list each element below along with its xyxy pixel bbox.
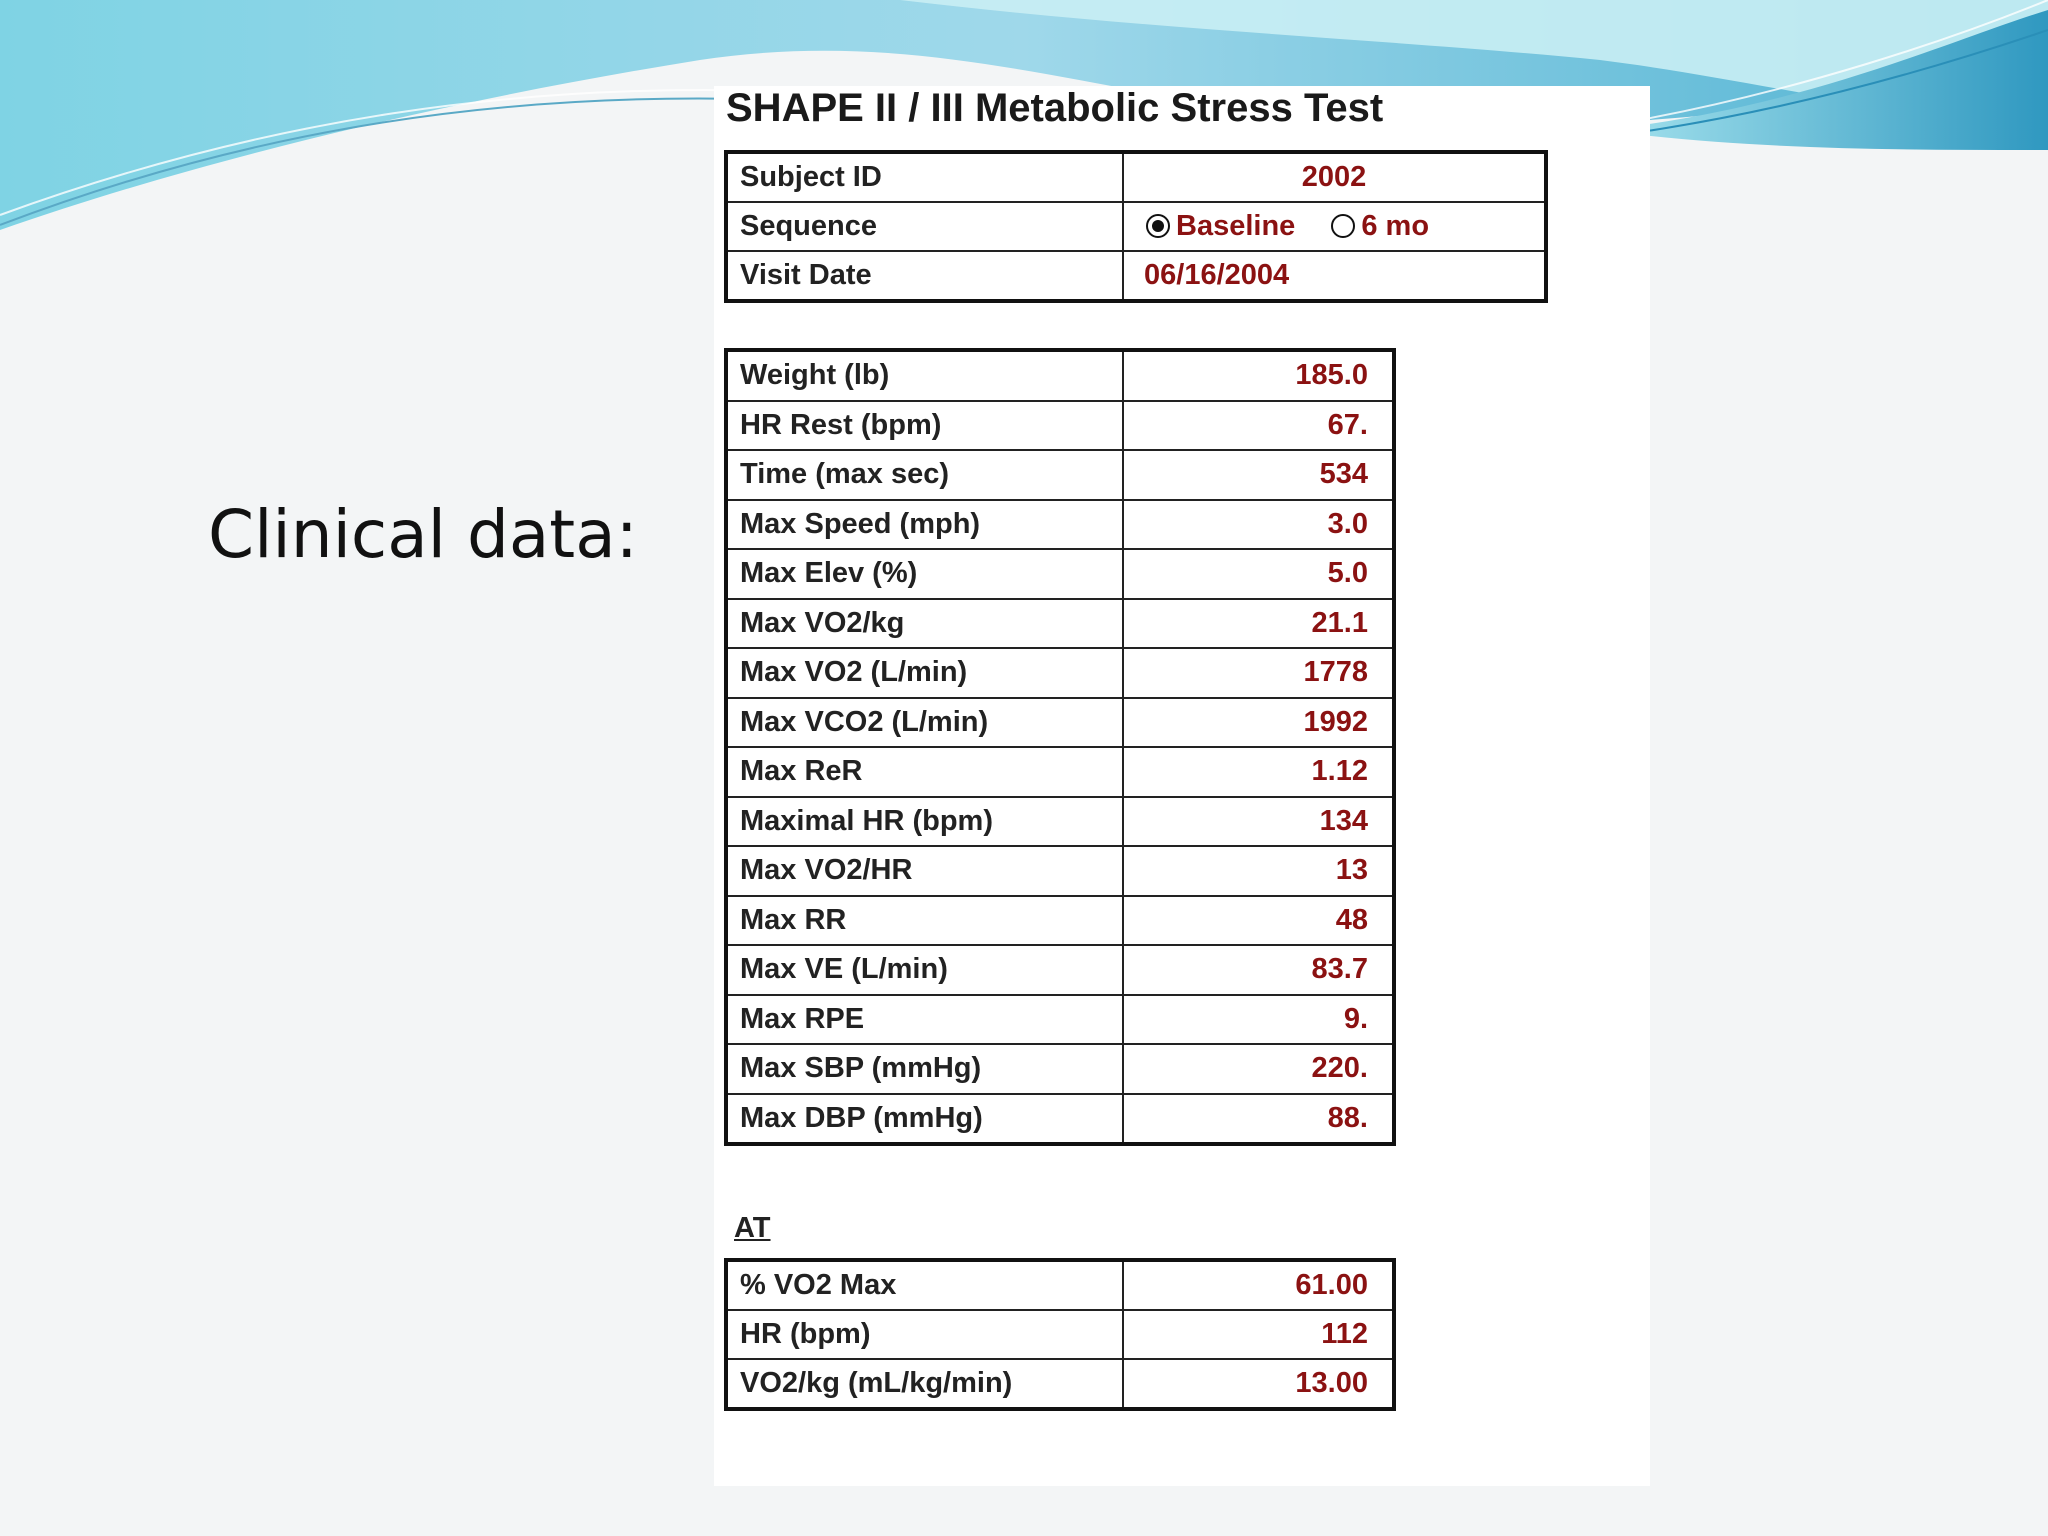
row-value: 1992	[1122, 696, 1395, 748]
subject-id-label: Subject ID	[725, 151, 1124, 203]
sequence-option-baseline[interactable]: Baseline	[1146, 210, 1295, 243]
radio-unselected-icon[interactable]	[1331, 214, 1356, 238]
row-value: 83.7	[1122, 944, 1395, 996]
measures-table: Weight (lb) 185.0 HR Rest (bpm) 67. Time (ma…	[724, 348, 1396, 1146]
row-value: 67.	[1122, 399, 1395, 451]
row-label: % VO2 Max	[725, 1259, 1124, 1311]
row-value: 112	[1122, 1309, 1395, 1360]
row-label: Maximal HR (bpm)	[725, 795, 1124, 847]
row-value: 1778	[1122, 647, 1395, 699]
visit-date-label: Visit Date	[725, 250, 1124, 302]
row-label: VO2/kg (mL/kg/min)	[725, 1358, 1124, 1410]
table-row: Max Elev (%) 5.0	[725, 548, 1395, 600]
row-label: HR (bpm)	[725, 1309, 1124, 1360]
row-label: Max VO2/HR	[725, 845, 1124, 897]
table-row: Maximal HR (bpm) 134	[725, 795, 1395, 847]
row-value: 534	[1122, 449, 1395, 501]
row-value: 1.12	[1122, 746, 1395, 798]
subject-id-value: 2002	[1122, 151, 1547, 203]
radio-selected-icon[interactable]	[1146, 214, 1170, 238]
row-label: Max SBP (mmHg)	[725, 1043, 1124, 1095]
scanned-form: SHAPE II / III Metabolic Stress Test Sub…	[714, 86, 1650, 1486]
row-value: 48	[1122, 894, 1395, 946]
row-label: Max RPE	[725, 993, 1124, 1045]
visit-date-value: 06/16/2004	[1122, 250, 1547, 302]
table-row: Subject ID 2002	[725, 151, 1547, 203]
table-row: Max VCO2 (L/min) 1992	[725, 696, 1395, 748]
table-row: Sequence Baseline 6 mo	[725, 201, 1547, 252]
table-row: Max Speed (mph) 3.0	[725, 498, 1395, 550]
row-value: 3.0	[1122, 498, 1395, 550]
table-row: HR Rest (bpm) 67.	[725, 399, 1395, 451]
row-label: Max VCO2 (L/min)	[725, 696, 1124, 748]
header-table: Subject ID 2002 Sequence Baseline 6 mo V…	[724, 150, 1548, 303]
form-title: SHAPE II / III Metabolic Stress Test	[726, 86, 1384, 130]
table-row: Max DBP (mmHg) 88.	[725, 1092, 1395, 1145]
table-row: Time (max sec) 534	[725, 449, 1395, 501]
at-table: % VO2 Max 61.00 HR (bpm) 112 VO2/kg (mL/kg/m…	[724, 1258, 1396, 1411]
row-label: Max VO2/kg	[725, 597, 1124, 649]
table-row: Visit Date 06/16/2004	[725, 250, 1547, 302]
table-row: Max VO2/kg 21.1	[725, 597, 1395, 649]
row-label: Max DBP (mmHg)	[725, 1092, 1124, 1145]
table-row: Max RR 48	[725, 894, 1395, 946]
table-row: Max RPE 9.	[725, 993, 1395, 1045]
row-label: Max ReR	[725, 746, 1124, 798]
row-label: Time (max sec)	[725, 449, 1124, 501]
row-value: 5.0	[1122, 548, 1395, 600]
row-label: Max VE (L/min)	[725, 944, 1124, 996]
table-row: VO2/kg (mL/kg/min) 13.00	[725, 1358, 1395, 1410]
row-label: HR Rest (bpm)	[725, 399, 1124, 451]
row-value: 61.00	[1122, 1259, 1395, 1311]
row-label: Max Speed (mph)	[725, 498, 1124, 550]
row-label: Max Elev (%)	[725, 548, 1124, 600]
table-row: Weight (lb) 185.0	[725, 349, 1395, 402]
row-value: 88.	[1122, 1092, 1395, 1145]
row-value: 220.	[1122, 1043, 1395, 1095]
option-label: Baseline	[1176, 210, 1296, 242]
table-row: Max ReR 1.12	[725, 746, 1395, 798]
table-row: Max VE (L/min) 83.7	[725, 944, 1395, 996]
row-value: 185.0	[1122, 349, 1395, 402]
slide-title: Clinical data:	[208, 496, 638, 573]
row-value: 9.	[1122, 993, 1395, 1045]
table-row: HR (bpm) 112	[725, 1309, 1395, 1360]
table-row: % VO2 Max 61.00	[725, 1259, 1395, 1311]
table-row: Max VO2 (L/min) 1778	[725, 647, 1395, 699]
table-row: Max SBP (mmHg) 220.	[725, 1043, 1395, 1095]
sequence-options: Baseline 6 mo	[1122, 201, 1547, 252]
row-value: 13	[1122, 845, 1395, 897]
option-label: 6 mo	[1361, 210, 1430, 242]
sequence-label: Sequence	[725, 201, 1124, 252]
row-value: 134	[1122, 795, 1395, 847]
at-section-label: AT	[734, 1212, 771, 1244]
table-row: Max VO2/HR 13	[725, 845, 1395, 897]
row-value: 13.00	[1122, 1358, 1395, 1410]
sequence-option-6mo[interactable]: 6 mo	[1331, 210, 1429, 243]
row-label: Max RR	[725, 894, 1124, 946]
row-label: Weight (lb)	[725, 349, 1124, 402]
row-value: 21.1	[1122, 597, 1395, 649]
row-label: Max VO2 (L/min)	[725, 647, 1124, 699]
